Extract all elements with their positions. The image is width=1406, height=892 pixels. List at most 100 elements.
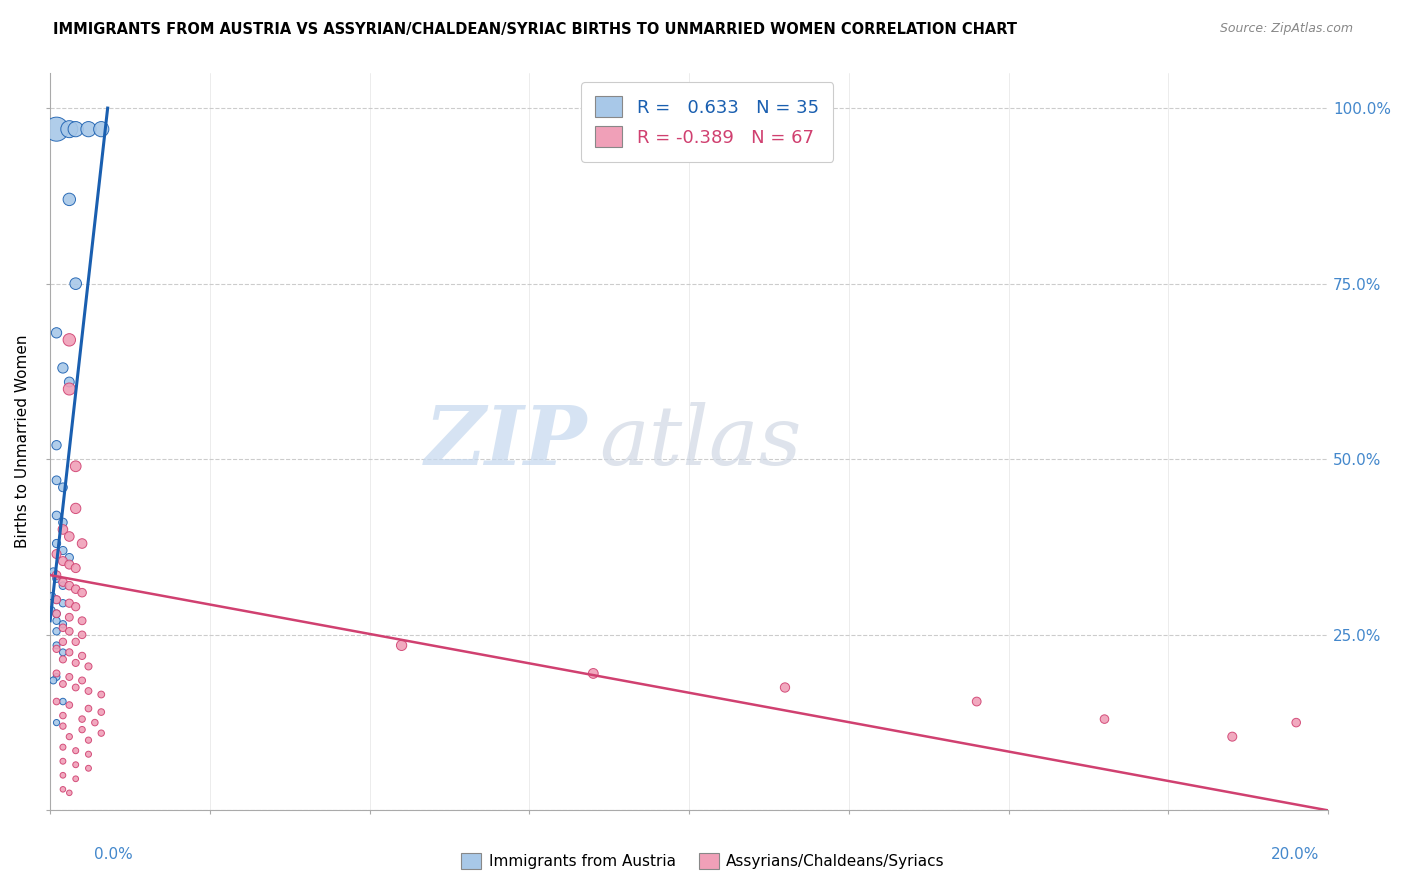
Point [52,621,75,635]
Point [65,582,87,597]
Point [52,596,75,610]
Point [52,523,75,537]
Point [52,360,75,375]
Point [773,681,796,695]
Point [45,326,67,340]
Point [52,740,75,755]
Point [58,550,80,565]
Point [45,715,67,730]
Point [65,122,87,136]
Point [70,723,93,737]
Point [52,768,75,782]
Point [70,536,93,550]
Point [45,592,67,607]
Point [52,677,75,691]
Point [52,617,75,632]
Point [58,730,80,744]
Point [65,501,87,516]
Point [65,656,87,670]
Point [65,635,87,649]
Point [90,705,112,719]
Point [90,726,112,740]
Point [58,529,80,543]
Point [70,614,93,628]
Point [45,122,67,136]
Point [77,122,100,136]
Point [52,782,75,797]
Point [41,603,63,617]
Point [45,572,67,586]
Point [83,715,105,730]
Point [65,599,87,614]
Point [45,624,67,639]
Text: atlas: atlas [600,401,801,482]
Point [45,670,67,684]
Point [70,673,93,688]
Point [45,536,67,550]
Point [90,122,112,136]
Point [77,659,100,673]
Point [65,757,87,772]
Text: 0.0%: 0.0% [94,847,134,862]
Point [58,122,80,136]
Point [45,638,67,652]
Text: 20.0%: 20.0% [1271,847,1319,862]
Point [70,585,93,599]
Point [52,480,75,494]
Point [65,459,87,474]
Point [45,568,67,582]
Point [45,666,67,681]
Point [45,614,67,628]
Point [966,694,988,708]
Point [58,193,80,207]
Point [52,708,75,723]
Point [77,701,100,715]
Point [65,681,87,695]
Text: IMMIGRANTS FROM AUSTRIA VS ASSYRIAN/CHALDEAN/SYRIAC BIRTHS TO UNMARRIED WOMEN CO: IMMIGRANTS FROM AUSTRIA VS ASSYRIAN/CHAL… [53,22,1018,37]
Point [90,688,112,702]
Point [77,733,100,747]
Point [65,772,87,786]
Point [1094,712,1116,726]
Point [45,547,67,561]
Point [391,638,413,652]
Legend: R =   0.633   N = 35, R = -0.389   N = 67: R = 0.633 N = 35, R = -0.389 N = 67 [581,82,834,161]
Point [42,673,65,688]
Point [45,607,67,621]
Point [58,786,80,800]
Point [52,579,75,593]
Point [58,670,80,684]
Point [52,719,75,733]
Point [582,666,605,681]
Point [58,375,80,389]
Point [58,558,80,572]
Y-axis label: Births to Unmarried Women: Births to Unmarried Women [15,334,30,549]
Point [58,698,80,712]
Text: ZIP: ZIP [425,401,586,482]
Point [58,382,80,396]
Point [70,712,93,726]
Point [45,641,67,656]
Point [58,610,80,624]
Point [52,516,75,530]
Point [65,561,87,575]
Point [45,694,67,708]
Point [70,648,93,663]
Point [52,635,75,649]
Point [52,652,75,666]
Point [45,607,67,621]
Point [45,438,67,452]
Point [58,579,80,593]
Point [77,761,100,775]
Point [52,754,75,768]
Point [42,565,65,579]
Point [70,628,93,642]
Point [52,645,75,659]
Text: Source: ZipAtlas.com: Source: ZipAtlas.com [1219,22,1353,36]
Point [77,747,100,762]
Point [1285,715,1308,730]
Point [45,508,67,523]
Point [41,589,63,603]
Point [45,473,67,487]
Point [52,575,75,590]
